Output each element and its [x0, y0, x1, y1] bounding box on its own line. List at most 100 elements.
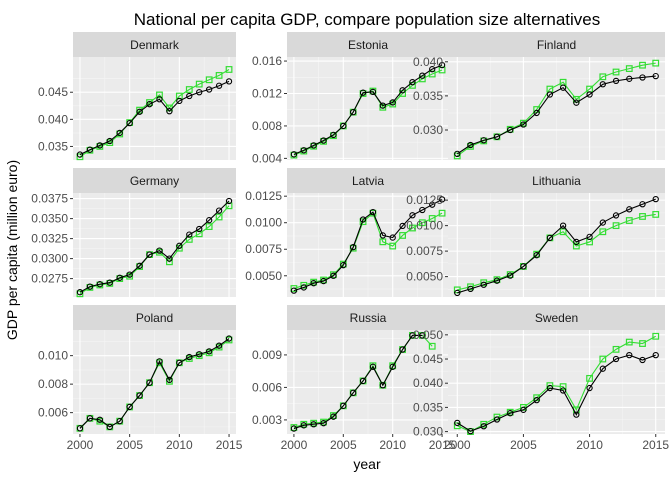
data-point — [340, 262, 347, 269]
data-point — [599, 81, 606, 88]
data-point — [369, 208, 377, 216]
series-line — [79, 205, 230, 295]
data-point — [409, 78, 416, 86]
data-point — [429, 201, 436, 208]
y-tick-label: 0.035 — [413, 400, 443, 414]
data-point — [206, 86, 213, 93]
data-point — [533, 396, 540, 404]
data-point — [438, 209, 446, 217]
data-point — [454, 150, 461, 158]
data-point — [428, 342, 436, 350]
data-point — [467, 427, 474, 435]
data-point — [652, 195, 659, 203]
y-tick-label: 0.0375 — [31, 192, 68, 206]
data-point — [106, 137, 113, 145]
y-tick-label: 0.035 — [413, 89, 443, 103]
data-point — [399, 222, 406, 230]
y-tick-label: 0.0125 — [406, 193, 443, 207]
x-tick-label: 2015 — [429, 438, 456, 452]
y-tick-label: 0.040 — [413, 376, 443, 390]
data-point — [573, 411, 580, 418]
series-line — [293, 64, 443, 155]
data-point — [196, 225, 203, 233]
facet-panel-lithuania: Lithuania 0.0050 0.0075 0.0100 0.0125 — [406, 168, 665, 297]
facet-strip — [287, 305, 449, 330]
data-point — [310, 421, 317, 428]
data-point — [419, 72, 426, 79]
data-point — [126, 271, 133, 278]
facet-strip — [448, 168, 665, 193]
data-point — [389, 242, 397, 250]
data-point — [399, 232, 406, 239]
y-tick-label: 0.0275 — [31, 272, 68, 286]
data-point — [546, 91, 554, 98]
data-point — [300, 147, 307, 154]
data-point — [586, 374, 593, 382]
facet-strip-label: Germany — [130, 174, 179, 188]
data-point — [379, 232, 386, 239]
facet-strip-label: Sweden — [535, 311, 578, 325]
y-tick-label: 0.0075 — [406, 244, 443, 258]
data-point — [225, 78, 233, 85]
data-point — [225, 335, 233, 342]
data-point — [126, 403, 133, 411]
data-point — [639, 356, 646, 364]
facet-strip-label: Latvia — [352, 174, 384, 188]
x-tick-label: 2015 — [642, 438, 669, 452]
data-point — [493, 416, 501, 423]
data-point — [409, 332, 416, 339]
data-point — [350, 243, 357, 251]
data-point — [599, 355, 607, 363]
facet-strip — [287, 168, 449, 193]
data-point — [625, 65, 633, 72]
data-point — [652, 332, 660, 340]
data-point — [599, 219, 606, 226]
data-point — [389, 234, 396, 241]
series-line — [293, 212, 443, 290]
data-point — [156, 247, 163, 254]
data-point — [559, 387, 567, 394]
y-tick-label: 0.0075 — [245, 242, 282, 256]
data-point — [146, 251, 153, 258]
facet-panel-germany: Germany 0.0275 0.0300 0.0325 0.0350 0.0375 — [31, 168, 236, 298]
data-point — [215, 82, 223, 89]
data-point — [454, 419, 461, 427]
data-point — [639, 340, 646, 347]
x-tick-label: 2010 — [166, 438, 193, 452]
data-point — [350, 389, 357, 396]
data-point — [166, 108, 173, 115]
data-point — [572, 242, 580, 250]
x-tick-label: 2010 — [379, 438, 406, 452]
data-point — [493, 277, 501, 284]
data-point — [106, 279, 113, 286]
data-point — [586, 384, 593, 392]
data-point — [215, 342, 223, 349]
data-point — [389, 99, 396, 106]
data-point — [480, 137, 487, 144]
data-point — [612, 77, 620, 85]
data-point — [225, 197, 233, 205]
y-tick-label: 0.0325 — [31, 232, 68, 246]
data-point — [176, 97, 183, 105]
data-point — [409, 212, 416, 219]
data-point — [612, 355, 620, 363]
series-line — [457, 213, 656, 291]
data-point — [639, 201, 646, 208]
data-point — [626, 75, 633, 82]
data-point — [185, 86, 193, 93]
data-point — [520, 263, 527, 270]
data-point — [438, 196, 446, 203]
facet-strip-label: Lithuania — [532, 174, 581, 188]
y-tick-label: 0.010 — [38, 349, 68, 363]
facet-strip-label: Denmark — [130, 38, 180, 52]
facet-strip-label: Estonia — [348, 38, 388, 52]
data-point — [359, 89, 367, 96]
data-point — [166, 376, 173, 384]
data-point — [156, 91, 163, 99]
data-point — [507, 126, 514, 134]
y-tick-label: 0.008 — [38, 377, 68, 391]
x-tick-label: 2000 — [444, 438, 471, 452]
data-point — [300, 284, 307, 291]
